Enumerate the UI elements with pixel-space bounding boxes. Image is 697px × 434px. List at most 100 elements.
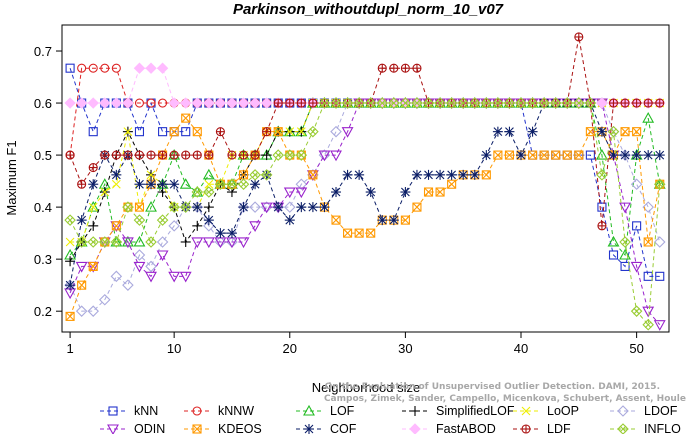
legend-label: kNN: [134, 404, 158, 418]
x-tick-label: 1: [66, 341, 73, 356]
y-tick-label: 0.7: [34, 44, 52, 59]
data-point: [133, 235, 146, 247]
data-point: [226, 178, 238, 191]
series-line: [69, 67, 660, 156]
data-point: [527, 126, 538, 137]
data-point: [100, 150, 110, 160]
legend-marker: [410, 406, 420, 416]
data-point: [168, 271, 181, 283]
legend-label: LOF: [330, 404, 355, 418]
data-point: [585, 127, 595, 137]
data-point: [133, 249, 146, 261]
data-point: [538, 97, 550, 109]
data-point: [643, 271, 653, 281]
data-point: [203, 186, 215, 198]
series-odin: [64, 98, 666, 331]
data-point: [492, 97, 504, 109]
data-point: [608, 150, 619, 161]
data-point: [202, 168, 215, 180]
data-point: [353, 97, 365, 109]
credit: On the Evaluation of Unsupervised Outlie…: [324, 382, 686, 404]
data-point: [123, 127, 133, 137]
series-line: [69, 117, 661, 317]
data-point: [654, 150, 665, 161]
data-point: [146, 98, 156, 108]
data-point: [122, 97, 134, 109]
data-point: [238, 150, 249, 160]
data-point: [260, 202, 273, 214]
data-point: [273, 202, 284, 213]
data-point: [134, 98, 145, 108]
legend-label: FastABOD: [436, 422, 496, 434]
data-point: [283, 187, 296, 199]
data-point: [632, 98, 642, 108]
data-point: [423, 169, 434, 180]
data-point: [399, 97, 412, 109]
data-point: [122, 201, 134, 213]
data-point: [180, 236, 191, 247]
data-point: [75, 261, 88, 273]
data-point: [191, 237, 204, 249]
data-point: [620, 261, 630, 271]
data-point: [87, 305, 99, 317]
data-point: [365, 187, 376, 198]
data-point: [88, 63, 98, 73]
legend-item-inflo: INFLO: [610, 422, 681, 434]
data-point: [88, 179, 99, 190]
legend-item-knnw: kNNW: [184, 404, 254, 418]
data-point: [642, 201, 654, 213]
data-point: [88, 127, 98, 137]
x-tick-label: 30: [398, 341, 412, 356]
legend-marker: [192, 424, 202, 434]
data-point: [283, 201, 296, 213]
legend-marker: [409, 423, 421, 434]
data-point: [318, 150, 331, 162]
x-axis: 1 10 20 30 40 50: [66, 332, 644, 356]
data-point: [87, 236, 99, 248]
x-tick-label: 10: [167, 341, 181, 356]
data-point: [584, 97, 597, 109]
data-point: [181, 127, 191, 137]
legend-item-cof: COF: [296, 422, 357, 434]
y-tick-label: 0.2: [34, 304, 52, 319]
legend-marker: [617, 405, 629, 417]
data-point: [203, 215, 214, 226]
legend-label: LoOP: [547, 404, 579, 418]
series-inflo: [64, 97, 666, 331]
data-point: [423, 187, 434, 197]
data-point: [526, 97, 539, 109]
y-tick-label: 0.6: [34, 96, 52, 111]
legend-marker: [303, 404, 315, 416]
data-point: [295, 149, 308, 161]
data-point: [169, 150, 179, 160]
x-tick-label: 50: [629, 341, 643, 356]
data-point: [435, 169, 446, 180]
series-knnw: [65, 63, 665, 160]
data-point: [110, 270, 123, 283]
data-point: [308, 170, 318, 180]
data-point: [630, 261, 643, 273]
data-point: [64, 214, 76, 226]
legend-marker: [521, 424, 531, 434]
legend-label: ODIN: [134, 422, 165, 434]
data-point: [88, 202, 98, 212]
data-point: [226, 228, 237, 239]
data-point: [284, 215, 295, 226]
data-point: [77, 280, 87, 290]
legend-label: kNNW: [218, 404, 254, 418]
series-cof: [65, 98, 665, 291]
data-point: [643, 237, 653, 247]
data-point: [573, 97, 585, 109]
legend-marker: [108, 406, 118, 416]
data-point: [204, 150, 214, 160]
data-point: [412, 63, 422, 73]
data-point: [341, 127, 354, 138]
data-point: [655, 98, 665, 108]
legend-item-ldof: LDOF: [610, 404, 678, 418]
legend-item-fastabod: FastABOD: [402, 422, 496, 434]
data-point: [377, 63, 387, 73]
data-point: [202, 237, 215, 249]
data-point: [75, 236, 88, 248]
data-point: [285, 98, 295, 108]
